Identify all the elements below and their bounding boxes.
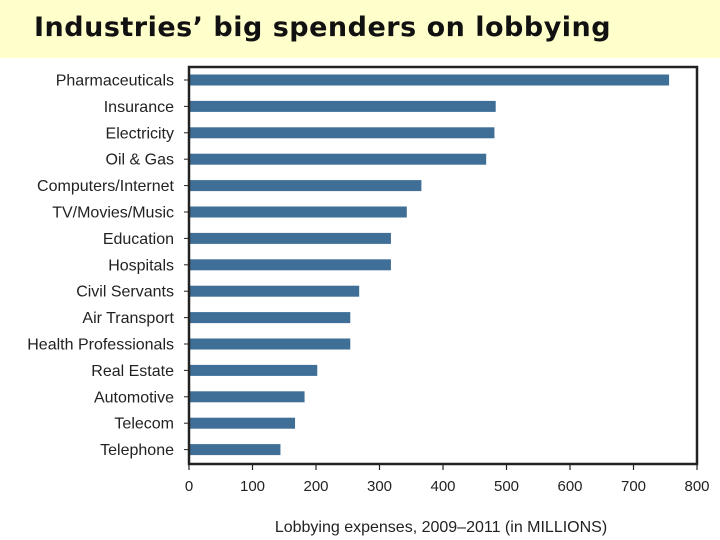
category-label-3: Oil & Gas <box>106 152 174 169</box>
category-label-4: Computers/Internet <box>37 178 175 195</box>
bar-1 <box>189 100 496 112</box>
category-label-0: Pharmaceuticals <box>56 73 174 90</box>
plot-frame <box>187 65 699 466</box>
bar-chart: Pharmaceuticals Insurance Electricity Oil &… <box>27 65 710 536</box>
title-bar: Industries’ big spenders on lobbying <box>0 0 720 58</box>
category-label-7: Hospitals <box>108 257 174 274</box>
slide-title: Industries’ big spenders on lobbying <box>34 12 612 43</box>
bar-2 <box>189 127 495 139</box>
bar-5 <box>189 206 407 218</box>
bar-14 <box>189 444 281 456</box>
category-label-2: Electricity <box>106 125 174 142</box>
bar-7 <box>189 259 391 271</box>
x-tick-label-2: 200 <box>303 478 328 495</box>
bar-11 <box>189 364 318 376</box>
category-label-11: Real Estate <box>91 363 174 380</box>
category-label-5: TV/Movies/Music <box>52 205 174 222</box>
bar-13 <box>189 417 296 429</box>
category-label-10: Health Professionals <box>27 337 174 354</box>
bar-12 <box>189 391 305 403</box>
bar-9 <box>189 312 351 324</box>
category-label-9: Air Transport <box>82 310 174 327</box>
category-label-6: Education <box>103 231 174 248</box>
x-tick-label-0: 0 <box>185 478 193 495</box>
x-ticks-group: 0 100 200 300 400 500 600 700 800 <box>185 464 710 495</box>
x-tick-label-4: 400 <box>430 478 455 495</box>
bar-8 <box>189 285 360 297</box>
bar-0 <box>189 74 670 86</box>
category-label-14: Telephone <box>100 442 174 459</box>
category-labels-group: Pharmaceuticals Insurance Electricity Oil &… <box>27 73 189 459</box>
x-tick-label-6: 600 <box>557 478 582 495</box>
x-tick-label-7: 700 <box>621 478 646 495</box>
category-label-13: Telecom <box>114 416 174 433</box>
bar-3 <box>189 153 487 165</box>
x-axis-label: Lobbying expenses, 2009–2011 (in MILLION… <box>275 519 607 536</box>
x-tick-label-3: 300 <box>367 478 392 495</box>
x-tick-label-8: 800 <box>684 478 709 495</box>
chart-panel: Pharmaceuticals Insurance Electricity Oil &… <box>0 58 720 540</box>
category-label-12: Automotive <box>94 389 174 406</box>
category-label-8: Civil Servants <box>76 284 174 301</box>
category-label-1: Insurance <box>104 99 174 116</box>
bar-4 <box>189 180 422 192</box>
bar-10 <box>189 338 351 350</box>
x-tick-label-5: 500 <box>494 478 519 495</box>
bar-6 <box>189 232 391 244</box>
x-tick-label-1: 100 <box>240 478 265 495</box>
bars-group <box>189 74 670 456</box>
